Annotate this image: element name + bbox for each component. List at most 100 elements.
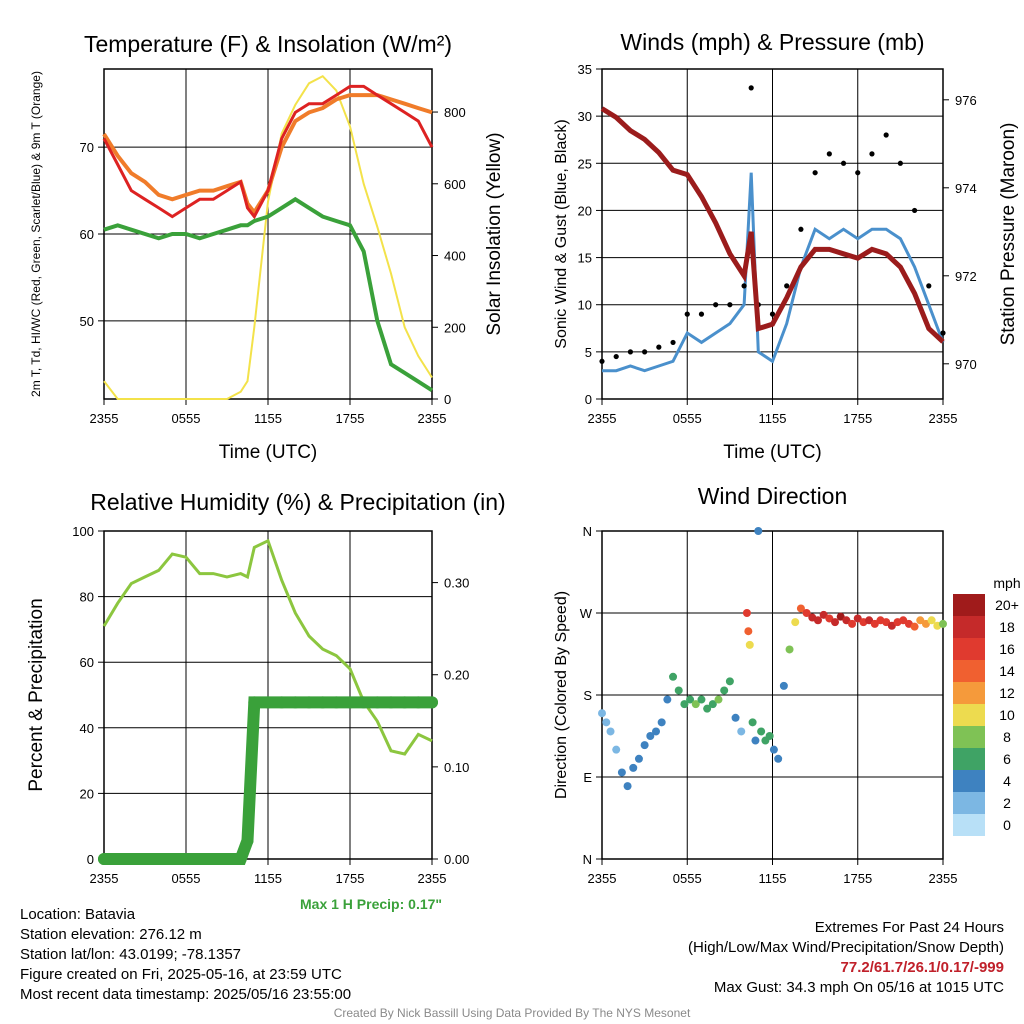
gust-point bbox=[642, 349, 648, 355]
y2-tick-label: 0.10 bbox=[444, 760, 469, 775]
direction-point bbox=[663, 695, 672, 704]
created-text: Figure created on Fri, 2025-05-16, at 23… bbox=[20, 966, 342, 983]
y2-axis-label: Station Pressure (Maroon) bbox=[998, 123, 1019, 346]
direction-point bbox=[686, 695, 695, 704]
legend-swatch bbox=[953, 616, 985, 638]
credit-text: Created By Nick Bassill Using Data Provi… bbox=[333, 1006, 691, 1020]
x-tick-label: 1155 bbox=[759, 411, 787, 426]
legend-swatch bbox=[953, 748, 985, 770]
legend-label: 2 bbox=[1003, 795, 1011, 811]
direction-point bbox=[757, 727, 766, 736]
direction-point bbox=[612, 745, 621, 754]
y-tick-label: 0 bbox=[585, 392, 592, 407]
y2-tick-label: 200 bbox=[444, 320, 466, 335]
elevation-text: Station elevation: 276.12 m bbox=[20, 926, 202, 943]
y2-tick-label: 800 bbox=[444, 105, 466, 120]
direction-point bbox=[725, 677, 734, 686]
direction-point bbox=[674, 686, 683, 695]
x-tick-label: 2355 bbox=[90, 871, 119, 886]
y-tick-label: 0 bbox=[87, 852, 94, 867]
plot-frame bbox=[601, 68, 944, 400]
dewpoint-line bbox=[103, 196, 434, 392]
x-axis-label: Time (UTC) bbox=[723, 442, 822, 463]
direction-point bbox=[617, 768, 626, 777]
extremes-title: Extremes For Past 24 Hours bbox=[814, 919, 1004, 936]
legend-label: 4 bbox=[1003, 773, 1011, 789]
gust-point bbox=[613, 353, 619, 360]
x-tick-label: 2355 bbox=[418, 411, 447, 426]
direction-point bbox=[691, 700, 700, 709]
gust-point bbox=[812, 170, 818, 176]
direction-point bbox=[765, 732, 774, 740]
y2-tick-label: 976 bbox=[955, 93, 977, 108]
gust-point bbox=[748, 85, 754, 91]
x-tick-label: 1155 bbox=[254, 411, 282, 426]
x-tick-label: 0555 bbox=[172, 871, 201, 886]
direction-point bbox=[819, 610, 828, 619]
y-tick-label: 100 bbox=[72, 524, 94, 539]
direction-point bbox=[882, 618, 891, 627]
y-tick-label: 80 bbox=[80, 590, 94, 605]
direction-point bbox=[623, 782, 632, 791]
legend-swatch bbox=[953, 704, 985, 726]
y-tick-label: N bbox=[583, 852, 592, 867]
direction-point bbox=[731, 713, 740, 722]
gust-point bbox=[599, 358, 605, 364]
direction-point bbox=[708, 700, 717, 709]
legend-label: 14 bbox=[999, 663, 1015, 679]
direction-point bbox=[842, 616, 851, 625]
gust-point bbox=[798, 226, 804, 232]
y-tick-label: 60 bbox=[80, 227, 94, 242]
direction-point bbox=[680, 700, 689, 709]
y-tick-label: 50 bbox=[80, 314, 94, 329]
direction-point bbox=[737, 727, 746, 736]
y-tick-label: 40 bbox=[80, 721, 94, 736]
direction-point bbox=[802, 609, 811, 617]
y2-tick-label: 0 bbox=[444, 392, 451, 407]
direction-point bbox=[748, 718, 757, 727]
y-tick-label: 70 bbox=[80, 140, 94, 155]
direction-point bbox=[796, 604, 805, 613]
pressure-line bbox=[600, 106, 945, 344]
legend-swatch bbox=[953, 682, 985, 704]
gust-point bbox=[784, 283, 790, 289]
insolation-line bbox=[103, 74, 433, 400]
direction-point bbox=[629, 763, 638, 772]
legend-swatch bbox=[953, 726, 985, 748]
direction-point bbox=[697, 695, 706, 704]
direction-point bbox=[916, 616, 925, 625]
direction-point bbox=[745, 640, 754, 649]
legend-label: 20+ bbox=[995, 597, 1019, 613]
direction-point bbox=[779, 681, 788, 690]
x-tick-label: 1155 bbox=[759, 871, 787, 886]
direction-point bbox=[640, 741, 649, 750]
direction-point bbox=[785, 645, 794, 654]
gust-point bbox=[627, 349, 634, 355]
direction-point bbox=[939, 619, 947, 628]
extremes-values: 77.2/61.7/26.1/0.17/-999 bbox=[840, 959, 1004, 976]
plot-frame bbox=[103, 530, 433, 860]
direction-point bbox=[714, 695, 723, 704]
y-axis-label: Sonic Wind & Gust (Blue, Black) bbox=[553, 119, 570, 348]
y2-tick-label: 400 bbox=[444, 249, 466, 264]
direction-point bbox=[791, 618, 800, 627]
x-tick-label: 1755 bbox=[843, 411, 872, 426]
y-tick-label: 60 bbox=[80, 655, 94, 670]
y-tick-label: 20 bbox=[578, 203, 592, 218]
precip-line bbox=[98, 696, 438, 865]
direction-point bbox=[921, 619, 930, 628]
direction-point bbox=[910, 622, 919, 631]
2m-temp-line bbox=[102, 84, 434, 220]
plot-frame bbox=[601, 530, 944, 860]
x-tick-label: 2355 bbox=[588, 871, 617, 886]
x-tick-label: 2355 bbox=[929, 411, 958, 426]
x-tick-label: 2355 bbox=[418, 871, 447, 886]
latlon-text: Station lat/lon: 43.0199; -78.1357 bbox=[20, 946, 242, 963]
gust-point bbox=[727, 302, 733, 308]
direction-point bbox=[774, 754, 783, 763]
direction-point bbox=[651, 727, 660, 736]
direction-point bbox=[669, 672, 678, 681]
y-tick-label: 15 bbox=[578, 251, 592, 266]
direction-point bbox=[754, 527, 763, 535]
